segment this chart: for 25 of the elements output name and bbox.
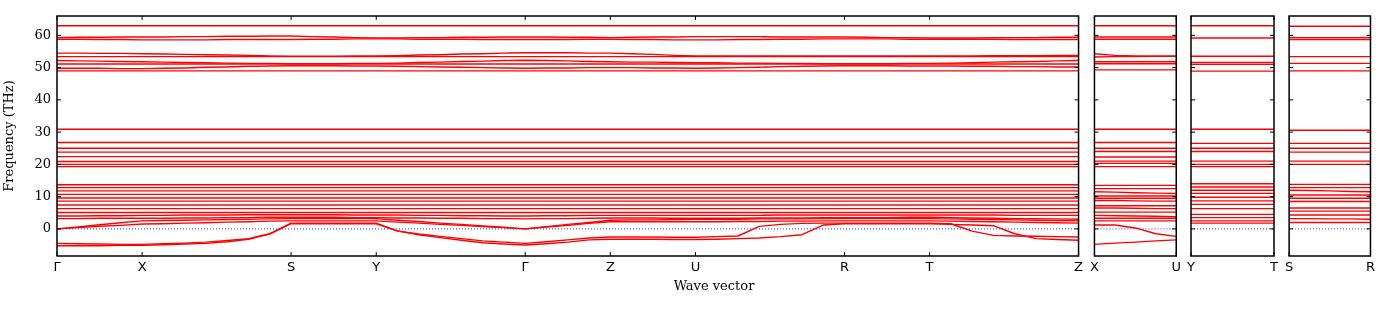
y-tick-label: 40: [34, 91, 51, 107]
x-tick-label: Y: [1186, 259, 1196, 275]
y-tick-label: 60: [34, 26, 51, 42]
y-tick-label: 10: [34, 188, 51, 204]
y-tick-label: 50: [34, 58, 51, 74]
x-axis-title: Wave vector: [673, 278, 755, 293]
x-tick-label: T: [924, 259, 934, 275]
y-tick-label: 30: [34, 123, 51, 139]
x-tick-label: Z: [1074, 259, 1084, 275]
y-tick-label: 20: [34, 155, 51, 171]
x-tick-label: Γ: [53, 259, 62, 275]
x-tick-label: U: [1171, 259, 1181, 275]
x-tick-label: S: [286, 259, 296, 275]
x-tick-label: X: [137, 259, 147, 275]
x-tick-label: T: [1269, 259, 1279, 275]
x-tick-label: Y: [371, 259, 381, 275]
x-tick-label: R: [839, 259, 849, 275]
x-tick-label: Γ: [521, 259, 530, 275]
x-tick-label: Z: [605, 259, 615, 275]
y-axis-title: Frequency (THz): [1, 80, 17, 192]
x-tick-label: R: [1365, 259, 1376, 275]
x-tick-label: S: [1284, 259, 1294, 275]
x-tick-label: X: [1090, 259, 1099, 275]
x-tick-label: U: [690, 259, 701, 275]
y-tick-label: 0: [42, 220, 51, 236]
